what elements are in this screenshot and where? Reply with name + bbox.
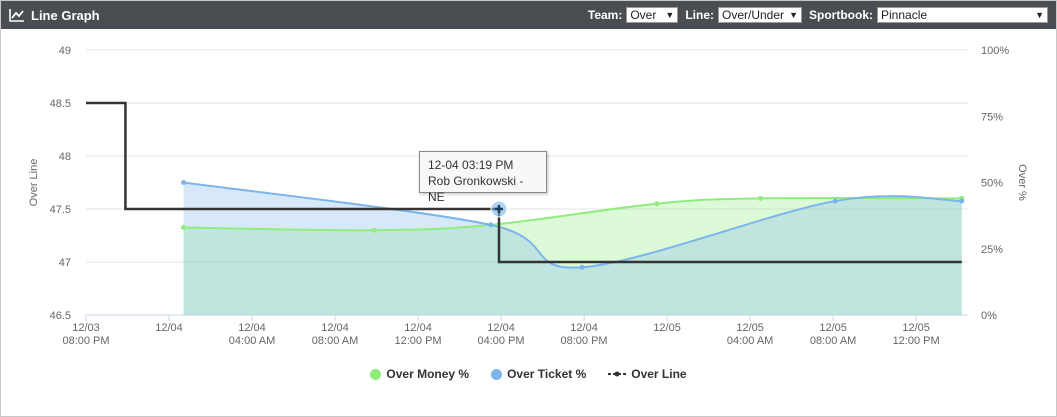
series-area-ticket <box>183 182 962 315</box>
y-tick-label: 47 <box>59 257 71 269</box>
sportbook-select-value: Pinnacle <box>881 8 928 22</box>
sportbook-label: Sportbook: <box>809 8 873 22</box>
y2-tick-label: 50% <box>981 178 1003 190</box>
chart-legend: Over Money % Over Ticket % Over Line <box>1 367 1056 381</box>
legend-line-marker <box>608 371 627 377</box>
legend-line-label: Over Line <box>631 367 687 381</box>
crosshair-icon <box>494 205 503 213</box>
data-point <box>488 222 494 228</box>
x-tick-label: 12:00 PM <box>395 335 442 347</box>
y-tick-label: 48.5 <box>50 98 71 110</box>
legend-item-line[interactable]: Over Line <box>608 367 687 381</box>
y2-axis-title: Over % <box>1016 164 1028 201</box>
sportbook-select[interactable]: Pinnacle ▼ <box>877 7 1048 23</box>
x-tick-label: 08:00 PM <box>62 335 109 347</box>
line-chart-icon <box>9 9 24 22</box>
series-area-money <box>183 198 962 315</box>
legend-ticket-marker <box>491 368 503 380</box>
x-tick-label: 04:00 PM <box>478 335 525 347</box>
data-point <box>181 180 187 185</box>
chevron-down-icon: ▼ <box>789 10 798 20</box>
x-tick-label: 12/05 <box>653 322 681 334</box>
x-tick-label: 12/04 <box>238 322 266 334</box>
team-select[interactable]: Over ▼ <box>626 7 679 23</box>
data-point <box>181 225 187 231</box>
y2-tick-label: 25% <box>981 244 1003 256</box>
data-point <box>579 264 585 270</box>
panel-title-text: Line Graph <box>31 7 100 23</box>
x-tick-label: 08:00 PM <box>561 335 608 347</box>
tooltip-time: 12-04 03:19 PM <box>428 158 514 172</box>
x-tick-label: 12/03 <box>72 322 100 334</box>
chevron-down-icon: ▼ <box>665 10 675 20</box>
team-label: Team: <box>587 8 623 22</box>
y-tick-label: 48 <box>59 151 71 163</box>
series-line-over-line <box>86 101 962 264</box>
x-tick-label: 12/04 <box>155 322 183 334</box>
y-tick-label: 49 <box>59 45 71 57</box>
y-tick-label: 47.5 <box>50 204 71 216</box>
line-chart: 46.54747.54848.5490%25%50%75%100%12/0308… <box>28 45 1028 347</box>
data-point <box>959 198 965 204</box>
x-tick-label: 12/04 <box>487 322 515 334</box>
series-line-ticket <box>183 181 962 269</box>
line-select[interactable]: Over/Under ▼ <box>718 7 802 23</box>
line-label: Line: <box>685 8 714 22</box>
panel-header: Line Graph Team: Over ▼ Line: Over/Under… <box>1 1 1056 29</box>
filter-controls: Team: Over ▼ Line: Over/Under ▼ Sportboo… <box>588 7 1048 23</box>
chart-tooltip: 12-04 03:19 PM Rob Gronkowski - NE <box>419 151 547 204</box>
x-tick-label: 12/05 <box>736 322 764 334</box>
x-tick-label: 08:00 AM <box>810 335 856 347</box>
legend-item-ticket[interactable]: Over Ticket % <box>491 367 586 381</box>
y2-tick-label: 100% <box>981 45 1009 57</box>
x-tick-label: 12:00 PM <box>893 335 940 347</box>
y2-tick-label: 75% <box>981 111 1003 123</box>
x-tick-label: 12/05 <box>819 322 847 334</box>
y-tick-label: 46.5 <box>50 310 71 322</box>
data-point <box>832 198 838 204</box>
line-select-value: Over/Under <box>722 8 785 22</box>
x-tick-label: 04:00 AM <box>229 335 275 347</box>
x-tick-label: 12/04 <box>570 322 598 334</box>
team-select-value: Over <box>630 8 657 22</box>
x-tick-label: 12/05 <box>902 322 930 334</box>
series-line-money <box>183 197 962 232</box>
x-tick-label: 12/04 <box>404 322 432 334</box>
x-tick-label: 12/04 <box>321 322 349 334</box>
legend-ticket-label: Over Ticket % <box>507 367 587 381</box>
y-axis-title: Over Line <box>28 159 40 207</box>
x-tick-label: 04:00 AM <box>727 335 773 347</box>
panel-title: Line Graph <box>9 6 100 24</box>
data-point <box>654 201 660 207</box>
data-point <box>371 227 377 233</box>
legend-money-marker <box>370 368 382 380</box>
legend-money-label: Over Money % <box>386 367 470 381</box>
y2-tick-label: 0% <box>981 310 997 322</box>
tooltip-text: Rob Gronkowski - NE <box>428 174 524 204</box>
x-tick-label: 08:00 AM <box>312 335 358 347</box>
data-point <box>757 195 763 201</box>
legend-item-money[interactable]: Over Money % <box>370 367 469 381</box>
chevron-down-icon: ▼ <box>1035 10 1044 20</box>
